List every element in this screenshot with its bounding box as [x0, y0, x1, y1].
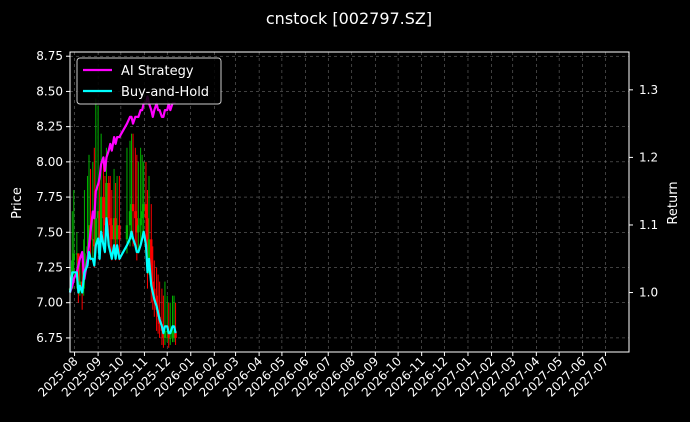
candle-body	[142, 204, 145, 212]
candle-body	[118, 225, 121, 240]
candle-body	[144, 204, 148, 219]
candle-body	[162, 330, 165, 338]
y-tick-label-left: 8.00	[36, 155, 63, 169]
y-tick-label-left: 7.75	[36, 190, 63, 204]
candle-body	[77, 253, 80, 289]
candle-body	[109, 218, 112, 226]
y-tick-label-right: 1.0	[639, 286, 658, 300]
candle-body	[99, 197, 103, 240]
y-tick-label-right: 1.3	[639, 83, 658, 97]
candle-body	[167, 330, 170, 338]
line-series	[68, 95, 177, 335]
y-tick-label-left: 7.00	[36, 296, 63, 310]
y-axis-label-left: Price	[10, 187, 25, 219]
candle-body	[91, 239, 94, 241]
chart-title: cnstock [002797.SZ]	[266, 9, 432, 28]
candle-body	[72, 253, 75, 261]
candle-body	[151, 281, 154, 289]
candle-body	[140, 211, 144, 219]
candle-body	[102, 197, 105, 219]
candle-body	[147, 239, 151, 261]
candle-body	[131, 204, 135, 212]
candle-body	[172, 330, 176, 332]
y-tick-label-left: 7.25	[36, 260, 63, 274]
candle-body	[107, 182, 110, 219]
candle-body	[96, 211, 100, 219]
candle-body	[105, 182, 108, 226]
candle-body	[83, 253, 86, 268]
candle-body	[134, 211, 137, 219]
candle-body	[128, 211, 132, 226]
candle-body	[125, 225, 129, 240]
candle-body	[171, 330, 174, 338]
plot-frame	[69, 51, 630, 353]
right-y-axis: 1.0 1.1 1.2 1.3	[629, 83, 658, 300]
legend-box	[76, 57, 222, 105]
y-tick-label-left: 6.75	[36, 331, 63, 345]
legend-label-buy-and-hold: Buy-and-Hold	[121, 85, 209, 100]
y-tick-label-left: 8.25	[36, 120, 63, 134]
y-tick-label-left: 8.75	[36, 49, 63, 63]
y-axis-label-right: Return	[666, 181, 681, 224]
legend: AI Strategy Buy-and-Hold	[76, 57, 222, 105]
candle-body	[98, 211, 101, 240]
candle-body	[137, 225, 140, 233]
y-tick-label-right: 1.2	[639, 150, 658, 164]
left-y-axis: 6.75 7.00 7.25 7.50 7.75 8.00 8.25 8.50 8.75	[36, 49, 70, 345]
candle-body	[94, 218, 98, 247]
y-tick-label-left: 8.50	[36, 84, 63, 98]
legend-label-ai-strategy: AI Strategy	[121, 64, 194, 79]
candle-body	[139, 218, 142, 226]
candle-body	[153, 288, 156, 296]
candle-body	[174, 330, 177, 338]
candle-body	[163, 330, 167, 338]
candle-body	[169, 337, 172, 339]
candle-body	[75, 253, 79, 255]
candle-body	[146, 218, 149, 261]
candle-body	[110, 225, 113, 240]
candle-body	[112, 218, 116, 240]
candle-body	[114, 218, 117, 240]
y-tick-label-left: 7.50	[36, 225, 63, 239]
y-tick-label-right: 1.1	[639, 218, 658, 232]
candle-body	[115, 225, 119, 240]
candle-body	[135, 218, 139, 233]
candle-body	[93, 239, 96, 247]
candle-body	[103, 218, 107, 226]
series-line-buy-and-hold	[68, 217, 177, 335]
candle-body	[150, 239, 153, 282]
candle-body	[130, 204, 133, 212]
